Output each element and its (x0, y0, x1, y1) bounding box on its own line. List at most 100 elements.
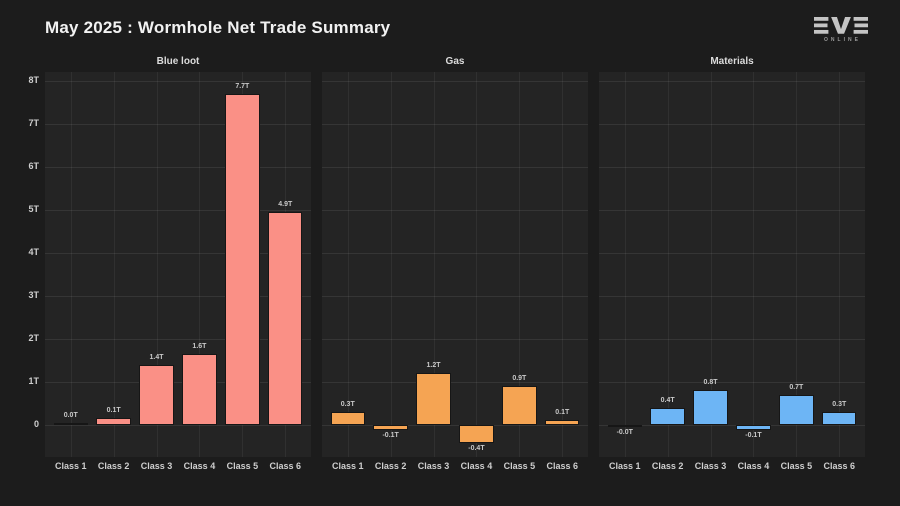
y-tick-label: 5T (28, 204, 39, 214)
gridline-v (157, 72, 158, 457)
x-tick-label: Class 3 (694, 461, 727, 471)
x-tick-label: Class 4 (183, 461, 216, 471)
gridline-h (599, 124, 865, 125)
gridline-v (839, 72, 840, 457)
bar-value-label: 0.3T (832, 400, 847, 408)
bar-value-label: 0.0T (63, 411, 78, 419)
x-tick-label: Class 1 (608, 461, 641, 471)
bar-value-label: 4.9T (278, 200, 293, 208)
y-tick-label: 8T (28, 75, 39, 85)
y-tick-label: 7T (28, 118, 39, 128)
y-tick-label: 3T (28, 290, 39, 300)
x-tick-label: Class 2 (651, 461, 684, 471)
gridline-v (519, 72, 520, 457)
gridline-h (45, 253, 311, 254)
gridline-h (45, 167, 311, 168)
gridline-h (322, 425, 588, 426)
gridline-h (45, 296, 311, 297)
bar-blue-loot-class-4 (182, 353, 217, 425)
bar-gas-class-1 (330, 411, 365, 425)
eve-logo-online-text: ONLINE (824, 37, 861, 43)
bar-value-label: -0.4T (468, 444, 485, 452)
gridline-h (599, 81, 865, 82)
bar-value-label: 0.7T (789, 383, 804, 391)
gridline-v (753, 72, 754, 457)
x-tick-label: Class 6 (823, 461, 856, 471)
x-tick-label: Class 2 (97, 461, 130, 471)
gridline-h (599, 382, 865, 383)
bar-materials-class-5 (779, 394, 814, 425)
gridline-v (434, 72, 435, 457)
gridline-h (322, 339, 588, 340)
gridline-h (322, 210, 588, 211)
bar-value-label: 7.7T (235, 82, 250, 90)
bar-value-label: 0.9T (512, 375, 527, 383)
gridline-v (668, 72, 669, 457)
gridline-h (45, 425, 311, 426)
bar-gas-class-3 (416, 373, 451, 425)
bar-blue-loot-class-5 (225, 93, 260, 425)
gridline-h (45, 382, 311, 383)
eve-logo-icon (814, 17, 868, 34)
bar-blue-loot-class-2 (96, 418, 131, 425)
y-tick-label: 2T (28, 333, 39, 343)
gridline-v (114, 72, 115, 457)
x-tick-label: Class 2 (374, 461, 407, 471)
plot-area-blue-loot (45, 72, 311, 457)
bar-gas-class-6 (545, 420, 580, 425)
bar-value-label: -0.1T (745, 431, 762, 439)
x-tick-label: Class 3 (417, 461, 450, 471)
gridline-h (45, 81, 311, 82)
bar-value-label: -0.0T (616, 428, 633, 436)
gridline-h (322, 382, 588, 383)
gridline-h (322, 253, 588, 254)
gridline-v (711, 72, 712, 457)
gridline-v (391, 72, 392, 457)
x-tick-label: Class 5 (226, 461, 259, 471)
bar-value-label: 0.1T (106, 407, 121, 415)
gridline-v (796, 72, 797, 457)
x-tick-label: Class 5 (503, 461, 536, 471)
bar-value-label: 1.4T (149, 353, 164, 361)
eve-logo: ONLINE (813, 17, 869, 43)
bar-value-label: 0.8T (703, 379, 718, 387)
x-tick-label: Class 3 (140, 461, 173, 471)
x-tick-label: Class 1 (54, 461, 87, 471)
bar-blue-loot-class-3 (139, 364, 174, 425)
y-tick-label: 1T (28, 376, 39, 386)
subplot-title-gas: Gas (445, 56, 465, 67)
gridline-v (199, 72, 200, 457)
bar-blue-loot-class-6 (268, 211, 303, 425)
subplot-title-blue-loot: Blue loot (156, 56, 200, 67)
bar-gas-class-4 (459, 424, 494, 443)
gridline-h (322, 124, 588, 125)
y-tick-label: 4T (28, 247, 39, 257)
bar-value-label: 0.4T (660, 396, 675, 404)
gridline-h (599, 210, 865, 211)
bar-blue-loot-class-1 (53, 422, 88, 425)
x-tick-label: Class 6 (269, 461, 302, 471)
gridline-h (599, 425, 865, 426)
gridline-v (348, 72, 349, 457)
bar-value-label: 0.1T (555, 409, 570, 417)
gridline-h (599, 167, 865, 168)
y-tick-label: 0 (33, 419, 39, 429)
gridline-h (599, 296, 865, 297)
bar-value-label: 1.2T (426, 362, 441, 370)
bar-materials-class-1 (607, 424, 642, 427)
gridline-h (45, 210, 311, 211)
plot-area-gas (322, 72, 588, 457)
gridline-v (562, 72, 563, 457)
bar-value-label: -0.1T (382, 432, 399, 440)
bar-value-label: 0.3T (340, 400, 355, 408)
y-tick-label: 6T (28, 161, 39, 171)
gridline-h (322, 296, 588, 297)
gridline-h (322, 167, 588, 168)
bar-materials-class-2 (650, 407, 685, 425)
bar-materials-class-4 (736, 424, 771, 430)
gridline-h (322, 81, 588, 82)
page-title: May 2025 : Wormhole Net Trade Summary (45, 18, 391, 37)
bar-value-label: 1.6T (192, 342, 207, 350)
gridline-h (599, 253, 865, 254)
gridline-h (599, 339, 865, 340)
